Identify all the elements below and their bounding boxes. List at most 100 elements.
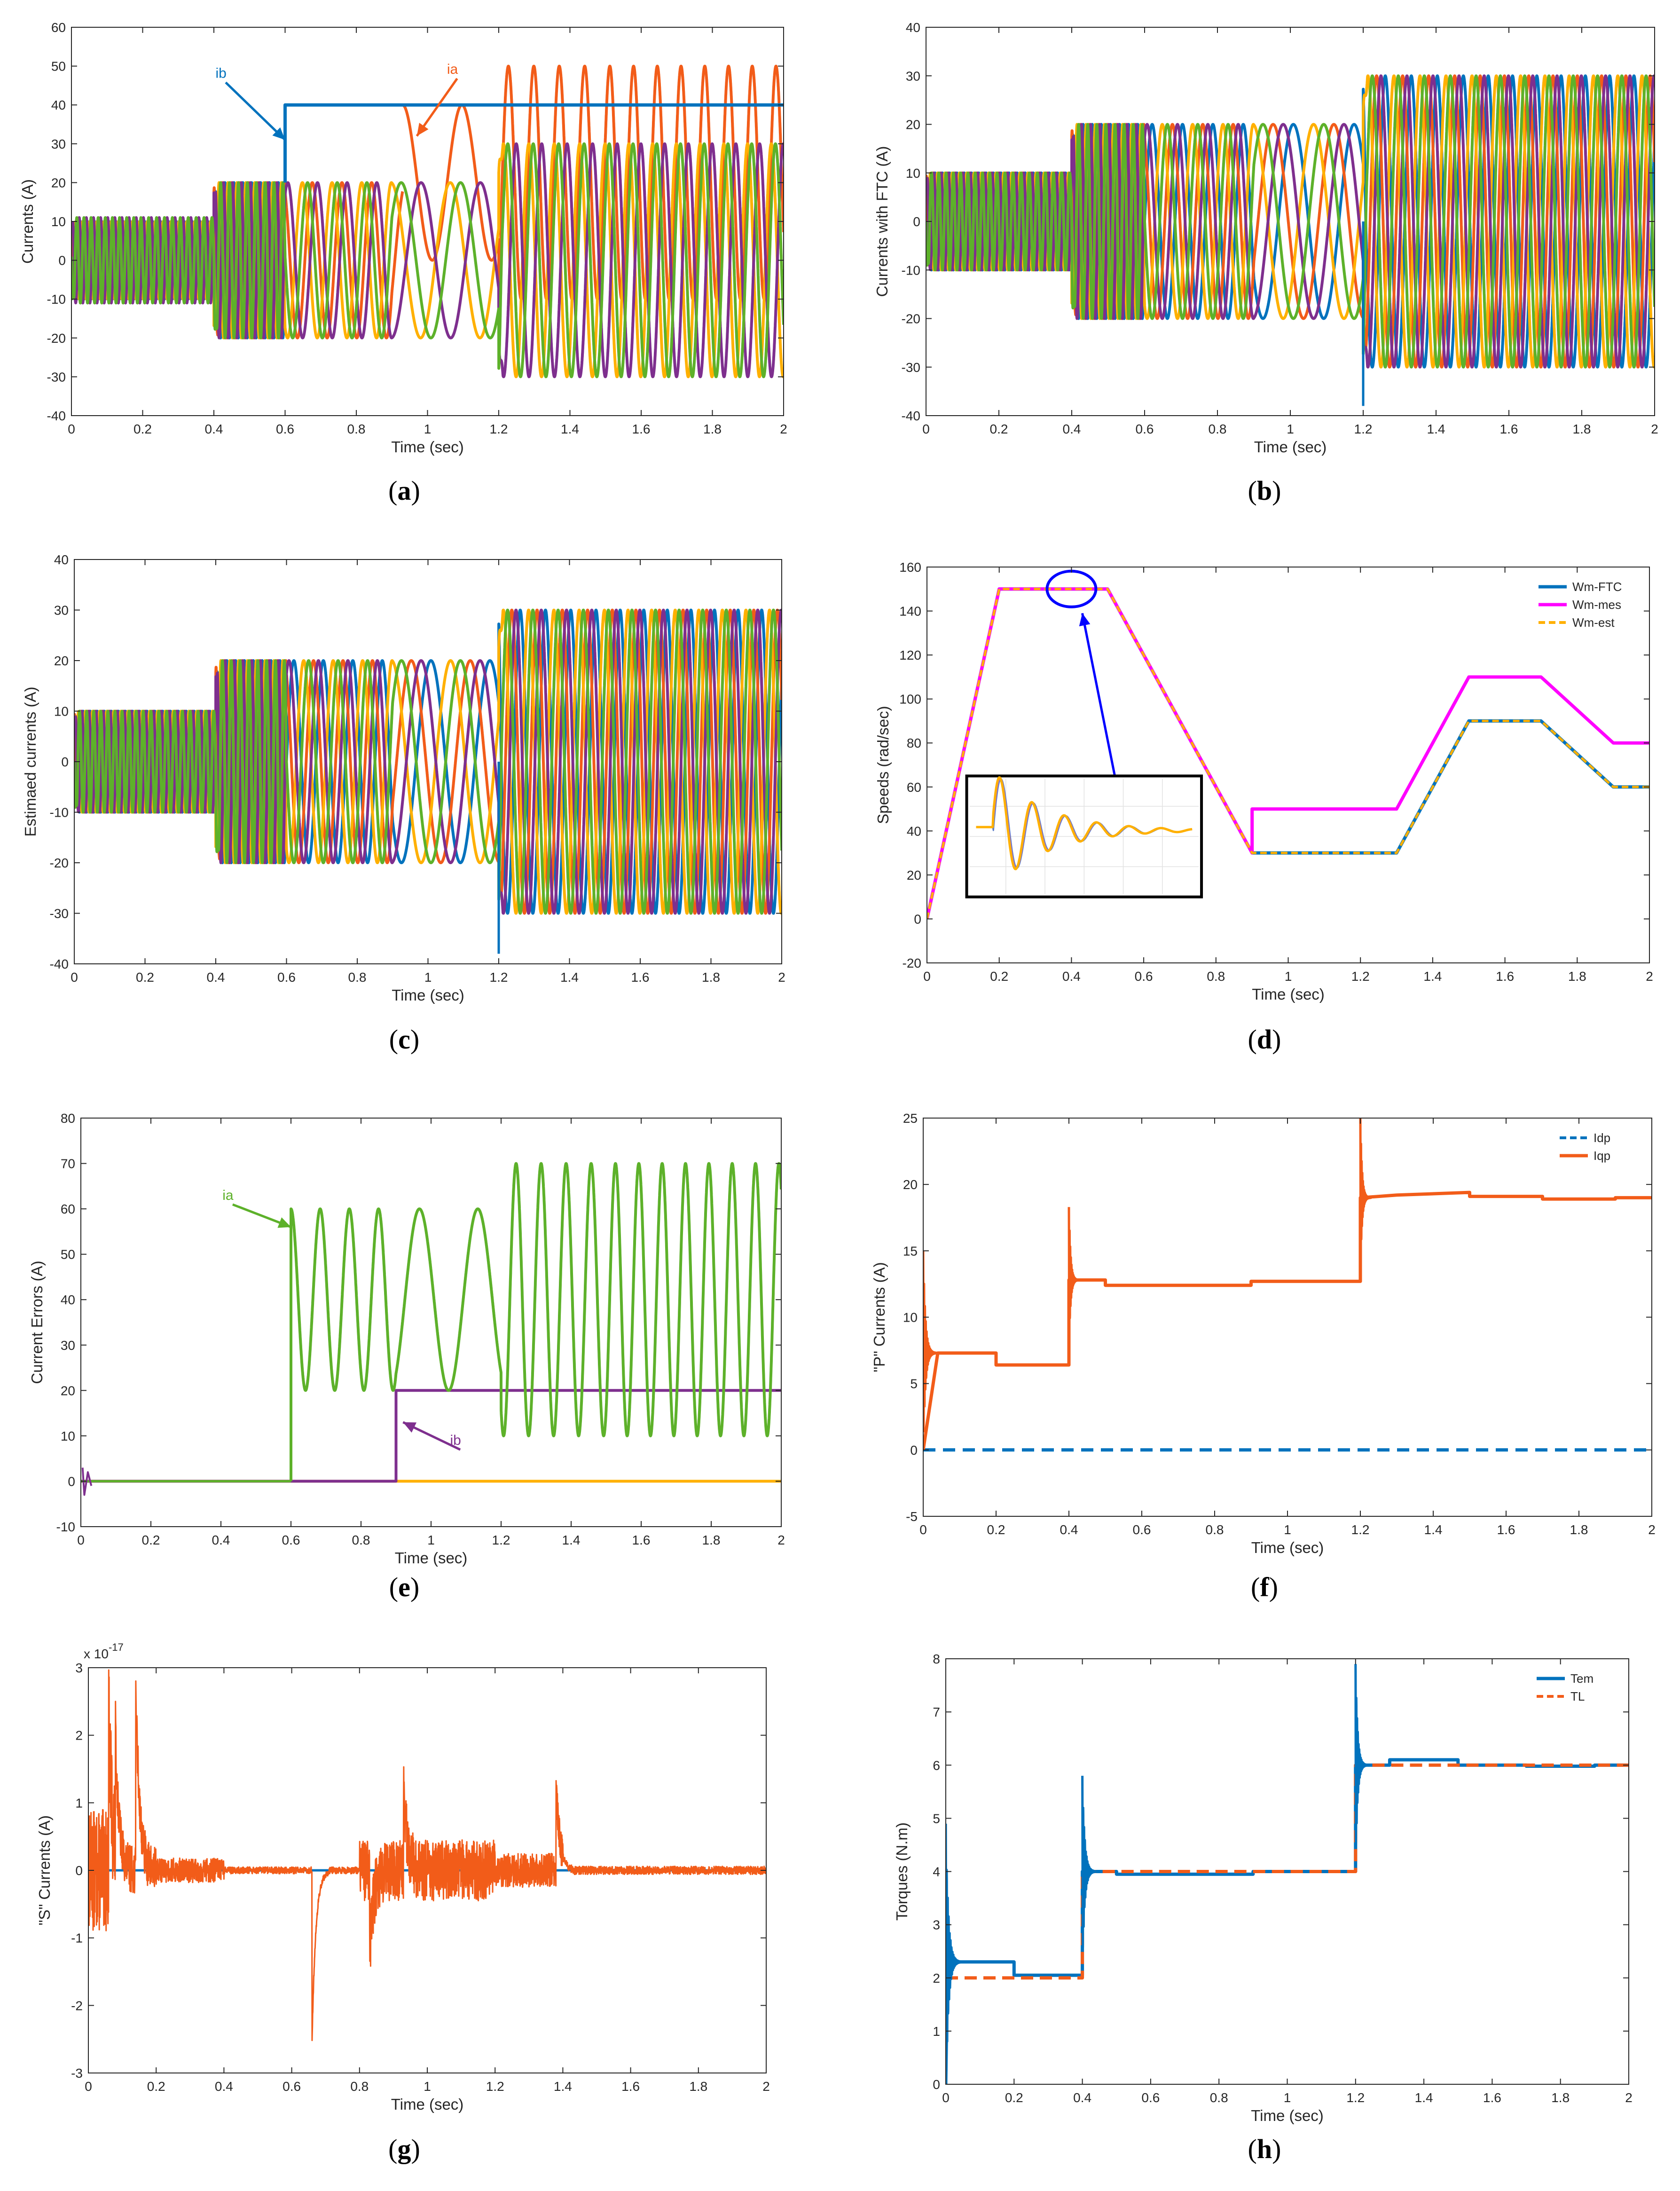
zoom-arrow-head bbox=[1079, 613, 1091, 627]
x-tick-label: 0 bbox=[919, 1522, 927, 1537]
y-tick-label: 15 bbox=[903, 1244, 918, 1258]
panel-caption: (e) bbox=[389, 1572, 419, 1602]
x-axis-label: Time (sec) bbox=[391, 2096, 464, 2113]
y-tick-label: 20 bbox=[906, 118, 920, 132]
transient bbox=[1354, 1664, 1369, 1846]
legend-label: Tem bbox=[1570, 1671, 1594, 1686]
annotation-arrow bbox=[225, 81, 286, 141]
annotation-label: ib bbox=[450, 1433, 461, 1448]
y-tick-label: 10 bbox=[61, 1429, 75, 1443]
y-tick-label: 120 bbox=[899, 648, 921, 662]
y-axis-label: Currents (A) bbox=[19, 179, 36, 264]
x-tick-label: 1.6 bbox=[632, 1533, 651, 1547]
x-axis-label: Time (sec) bbox=[392, 986, 464, 1004]
x-tick-label: 1 bbox=[1287, 422, 1294, 436]
x-tick-label: 0.6 bbox=[283, 2079, 301, 2094]
x-tick-label: 1.8 bbox=[1573, 422, 1591, 436]
y-tick-label: -30 bbox=[902, 360, 920, 375]
panel-caption: (a) bbox=[388, 475, 420, 506]
x-tick-label: 0.8 bbox=[348, 970, 367, 985]
y-tick-label: 5 bbox=[933, 1811, 940, 1826]
x-tick-label: 0.2 bbox=[1005, 2090, 1023, 2105]
x-tick-label: 0 bbox=[922, 422, 930, 436]
x-tick-label: 0.8 bbox=[347, 422, 366, 436]
annotation-label: ib bbox=[215, 65, 226, 81]
y-tick-label: 0 bbox=[75, 1863, 83, 1878]
chart-d: Wm-FTC Wm-mes Wm-est 0 0.2 0.4 0.6 0.8 1 1.2 1.4 1.… bbox=[874, 560, 1653, 1055]
legend-box bbox=[1555, 1126, 1644, 1168]
series-line bbox=[926, 74, 1655, 369]
y-tick-label: 20 bbox=[61, 1383, 75, 1398]
annotation-label: ia bbox=[447, 62, 458, 77]
y-tick-label: 40 bbox=[54, 552, 69, 567]
y-tick-label: 7 bbox=[933, 1705, 940, 1719]
x-tick-label: 2 bbox=[762, 2079, 770, 2094]
y-tick-label: 0 bbox=[61, 755, 69, 769]
x-tick-label: 1.2 bbox=[492, 1533, 510, 1547]
x-tick-label: 0 bbox=[71, 970, 78, 985]
x-tick-label: 1.2 bbox=[490, 422, 508, 436]
legend: Wm-FTC Wm-mes Wm-est bbox=[1534, 575, 1642, 635]
x-tick-label: 0.4 bbox=[1063, 422, 1081, 436]
y-tick-label: 100 bbox=[899, 692, 921, 707]
panel-caption: (d) bbox=[1248, 1024, 1281, 1055]
y-tick-label: 5 bbox=[910, 1377, 918, 1391]
x-tick-label: 1.2 bbox=[1351, 969, 1370, 984]
x-tick-label: 0.4 bbox=[1062, 969, 1081, 984]
x-tick-label: 1.6 bbox=[1500, 422, 1518, 436]
x-tick-label: 0.6 bbox=[1135, 969, 1153, 984]
y-tick-label: 4 bbox=[933, 1865, 940, 1879]
legend: Idp Iqp bbox=[1555, 1126, 1644, 1168]
x-tick-label: 1.4 bbox=[1415, 2090, 1433, 2105]
y-tick-label: 50 bbox=[51, 59, 66, 74]
x-tick-label: 2 bbox=[778, 970, 785, 985]
y-tick-label: -5 bbox=[906, 1509, 918, 1524]
y-axis-label: Torques (N.m) bbox=[893, 1822, 911, 1921]
y-tick-label: 1 bbox=[75, 1796, 83, 1810]
y-tick-label: 6 bbox=[933, 1758, 940, 1773]
x-axis-label: Time (sec) bbox=[1252, 985, 1325, 1003]
y-tick-label: 80 bbox=[907, 736, 921, 750]
x-tick-label: 1.2 bbox=[1346, 2090, 1365, 2105]
plot-lines bbox=[926, 74, 1655, 406]
x-tick-label: 1.6 bbox=[1497, 1522, 1515, 1537]
y-tick-label: 3 bbox=[75, 1661, 83, 1675]
y-tick-label: 10 bbox=[54, 704, 69, 719]
chart-a: ib ia 0 0.2 0.4 0.6 0.8 1 1.2 1.4 1.6 1.8 2 -40 -30 -20… bbox=[19, 20, 787, 506]
x-tick-label: 1.8 bbox=[1568, 969, 1586, 984]
x-axis-label: Time (sec) bbox=[1251, 1539, 1324, 1556]
x-tick-label: 1.6 bbox=[631, 970, 650, 985]
y-tick-label: -10 bbox=[56, 1520, 75, 1534]
chart-h: Tem TL 0 0.2 0.4 0.6 0.8 1 1.2 1.4 1.6 1.8 2 0 1 2 3 4 5 6 7… bbox=[893, 1652, 1633, 2164]
y-tick-label: 80 bbox=[61, 1111, 75, 1126]
panel-caption: (b) bbox=[1248, 475, 1281, 506]
y-tick-label: -40 bbox=[902, 409, 920, 423]
legend-label: Wm-FTC bbox=[1572, 580, 1622, 594]
plot-lines bbox=[81, 1162, 781, 1496]
series-line bbox=[946, 1763, 1629, 1980]
x-tick-label: 0.8 bbox=[1206, 1522, 1224, 1537]
panel-caption: (c) bbox=[389, 1024, 419, 1055]
y-tick-label: 0 bbox=[914, 912, 921, 926]
chart-b: 0 0.2 0.4 0.6 0.8 1 1.2 1.4 1.6 1.8 2 -40 -30 -20 -10 0… bbox=[873, 20, 1658, 506]
x-tick-label: 0.2 bbox=[147, 2079, 165, 2094]
y-tick-label: 0 bbox=[910, 1443, 918, 1458]
zoom-inset bbox=[965, 774, 1203, 898]
x-tick-label: 1.2 bbox=[1354, 422, 1373, 436]
x-tick-label: 2 bbox=[1625, 2090, 1633, 2105]
series-line bbox=[401, 64, 784, 301]
x-tick-label: 1.4 bbox=[1423, 969, 1442, 984]
x-tick-label: 0.2 bbox=[990, 422, 1008, 436]
legend-box bbox=[1532, 1666, 1621, 1709]
panel-caption: (g) bbox=[388, 2134, 420, 2164]
series-line bbox=[290, 1162, 781, 1482]
x-tick-label: 1 bbox=[1284, 1522, 1291, 1537]
x-axis-label: Time (sec) bbox=[391, 438, 464, 456]
y-axis-label: Speeds (rad/sec) bbox=[874, 706, 892, 824]
annotation-label: ia bbox=[222, 1188, 234, 1203]
x-axis-label: Time (sec) bbox=[1254, 438, 1327, 456]
x-tick-label: 0.6 bbox=[1133, 1522, 1151, 1537]
series-line-ib bbox=[283, 103, 784, 183]
x-tick-label: 0.8 bbox=[352, 1533, 370, 1547]
